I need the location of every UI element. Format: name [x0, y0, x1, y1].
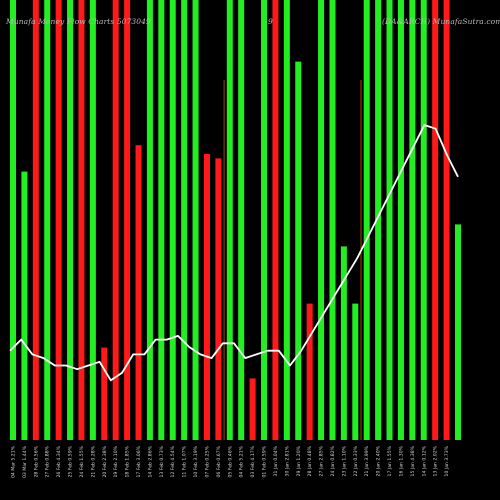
- bar-19: [226, 0, 233, 440]
- x-tick-label-3: 27 Feb 0.88%: [45, 445, 51, 477]
- bar-6: [78, 0, 85, 440]
- bar-4: [55, 0, 62, 440]
- x-tick-label-19: 05 Feb 0.46%: [227, 445, 233, 477]
- x-tick-label-25: 29 Jan 1.20%: [296, 445, 302, 476]
- x-tick-label-0: 04 Mar 5.21%: [11, 445, 17, 478]
- x-tick-label-26: 28 Jan 0.48%: [307, 445, 313, 476]
- x-tick-label-32: 20 Jan 2.40%: [376, 445, 382, 476]
- x-tick-label-17: 07 Feb 0.25%: [205, 445, 211, 477]
- bar-9: [112, 0, 119, 440]
- bar-18: [215, 158, 222, 440]
- x-tick-label-5: 25 Feb 0.59%: [68, 445, 74, 477]
- x-tick-label-13: 13 Feb 0.73%: [159, 445, 165, 477]
- bar-13: [158, 0, 165, 440]
- bar-24: [283, 0, 290, 440]
- site-credit: (DA&ARCH) MunafaSutra.com: [382, 17, 500, 26]
- x-tick-label-10: 18 Feb 1.85%: [125, 445, 131, 477]
- x-tick-labels: 04 Mar 5.21% 03 Mar 1.44% 28 Feb 0.56% 27 F…: [11, 445, 451, 478]
- x-tick-label-37: 13 Jan 2.02%: [433, 445, 439, 476]
- x-tick-label-38: 10 Jan 3.73%: [444, 445, 450, 476]
- bar-39: [454, 224, 461, 440]
- bar-23: [272, 0, 279, 440]
- x-tick-label-1: 03 Mar 1.44%: [22, 445, 28, 478]
- bar-33: [386, 0, 393, 440]
- x-tick-label-14: 12 Feb 4.54%: [170, 445, 176, 477]
- x-tick-label-4: 26 Feb 4.34%: [56, 445, 62, 477]
- x-tick-label-21: 03 Feb 4.17%: [250, 445, 256, 477]
- x-tick-label-11: 17 Feb 3.06%: [136, 445, 142, 477]
- line-series: [9, 124, 459, 382]
- bar-29: [340, 246, 347, 440]
- x-tick-label-23: 31 Jan 0.04%: [273, 445, 279, 476]
- x-tick-label-33: 17 Jan 1.55%: [387, 445, 393, 476]
- bar-28: [329, 0, 336, 440]
- divider-lines: [223, 80, 362, 440]
- bar-35: [409, 0, 416, 440]
- chart-subtitle: 9: [268, 17, 273, 26]
- bar-11: [135, 145, 142, 440]
- bar-32: [375, 0, 382, 440]
- bar-15: [181, 0, 188, 440]
- x-tick-label-16: 10 Feb 3.19%: [193, 445, 199, 477]
- bar-1: [21, 171, 28, 440]
- bar-16: [192, 0, 199, 440]
- x-tick-label-6: 24 Feb 1.55%: [79, 445, 85, 477]
- bar-2: [32, 0, 39, 440]
- bar-series: [10, 0, 461, 440]
- bar-17: [203, 154, 210, 440]
- bar-3: [44, 0, 51, 440]
- bar-25: [295, 61, 302, 440]
- bar-26: [306, 303, 313, 440]
- bar-20: [238, 0, 245, 440]
- bar-14: [169, 0, 176, 440]
- chart-title: Munafa Money Flow Charts 5073049: [6, 17, 151, 26]
- x-tick-label-35: 15 Jan 4.38%: [410, 445, 416, 476]
- bar-8: [101, 347, 108, 440]
- bar-7: [89, 0, 96, 440]
- bar-34: [397, 0, 404, 440]
- bar-12: [146, 0, 153, 440]
- x-tick-label-24: 30 Jan 2.81%: [284, 445, 290, 476]
- bar-31: [363, 0, 370, 440]
- bar-22: [261, 0, 268, 440]
- x-tick-label-2: 28 Feb 0.56%: [33, 445, 39, 477]
- x-tick-label-12: 14 Feb 2.86%: [147, 445, 153, 477]
- money-flow-line: [9, 124, 459, 382]
- bar-30: [352, 303, 359, 440]
- x-tick-label-22: 01 Feb 0.59%: [262, 445, 268, 477]
- x-tick-label-31: 21 Jan 3.99%: [364, 445, 370, 476]
- bar-0: [10, 0, 16, 440]
- bar-5: [67, 0, 74, 440]
- x-tick-label-7: 21 Feb 0.28%: [90, 445, 96, 477]
- bar-27: [318, 0, 325, 440]
- x-tick-label-30: 22 Jan 0.33%: [353, 445, 359, 476]
- x-tick-label-29: 23 Jan 1.10%: [341, 445, 347, 476]
- x-tick-label-9: 19 Feb 2.10%: [113, 445, 119, 477]
- x-tick-label-15: 11 Feb 1.07%: [182, 445, 188, 477]
- x-tick-label-8: 20 Feb 2.38%: [102, 445, 108, 477]
- x-tick-label-18: 06 Feb 0.67%: [216, 445, 222, 477]
- x-tick-label-27: 27 Jan 2.85%: [319, 445, 325, 476]
- bar-21: [249, 378, 256, 440]
- bar-36: [420, 0, 427, 440]
- bar-37: [432, 0, 439, 440]
- x-tick-label-36: 14 Jan 0.12%: [421, 445, 427, 476]
- x-tick-label-34: 16 Jan 1.30%: [398, 445, 404, 476]
- x-tick-label-20: 04 Feb 5.21%: [239, 445, 245, 477]
- x-tick-label-28: 24 Jan 0.82%: [330, 445, 336, 476]
- bar-10: [124, 0, 131, 440]
- bar-38: [443, 0, 450, 440]
